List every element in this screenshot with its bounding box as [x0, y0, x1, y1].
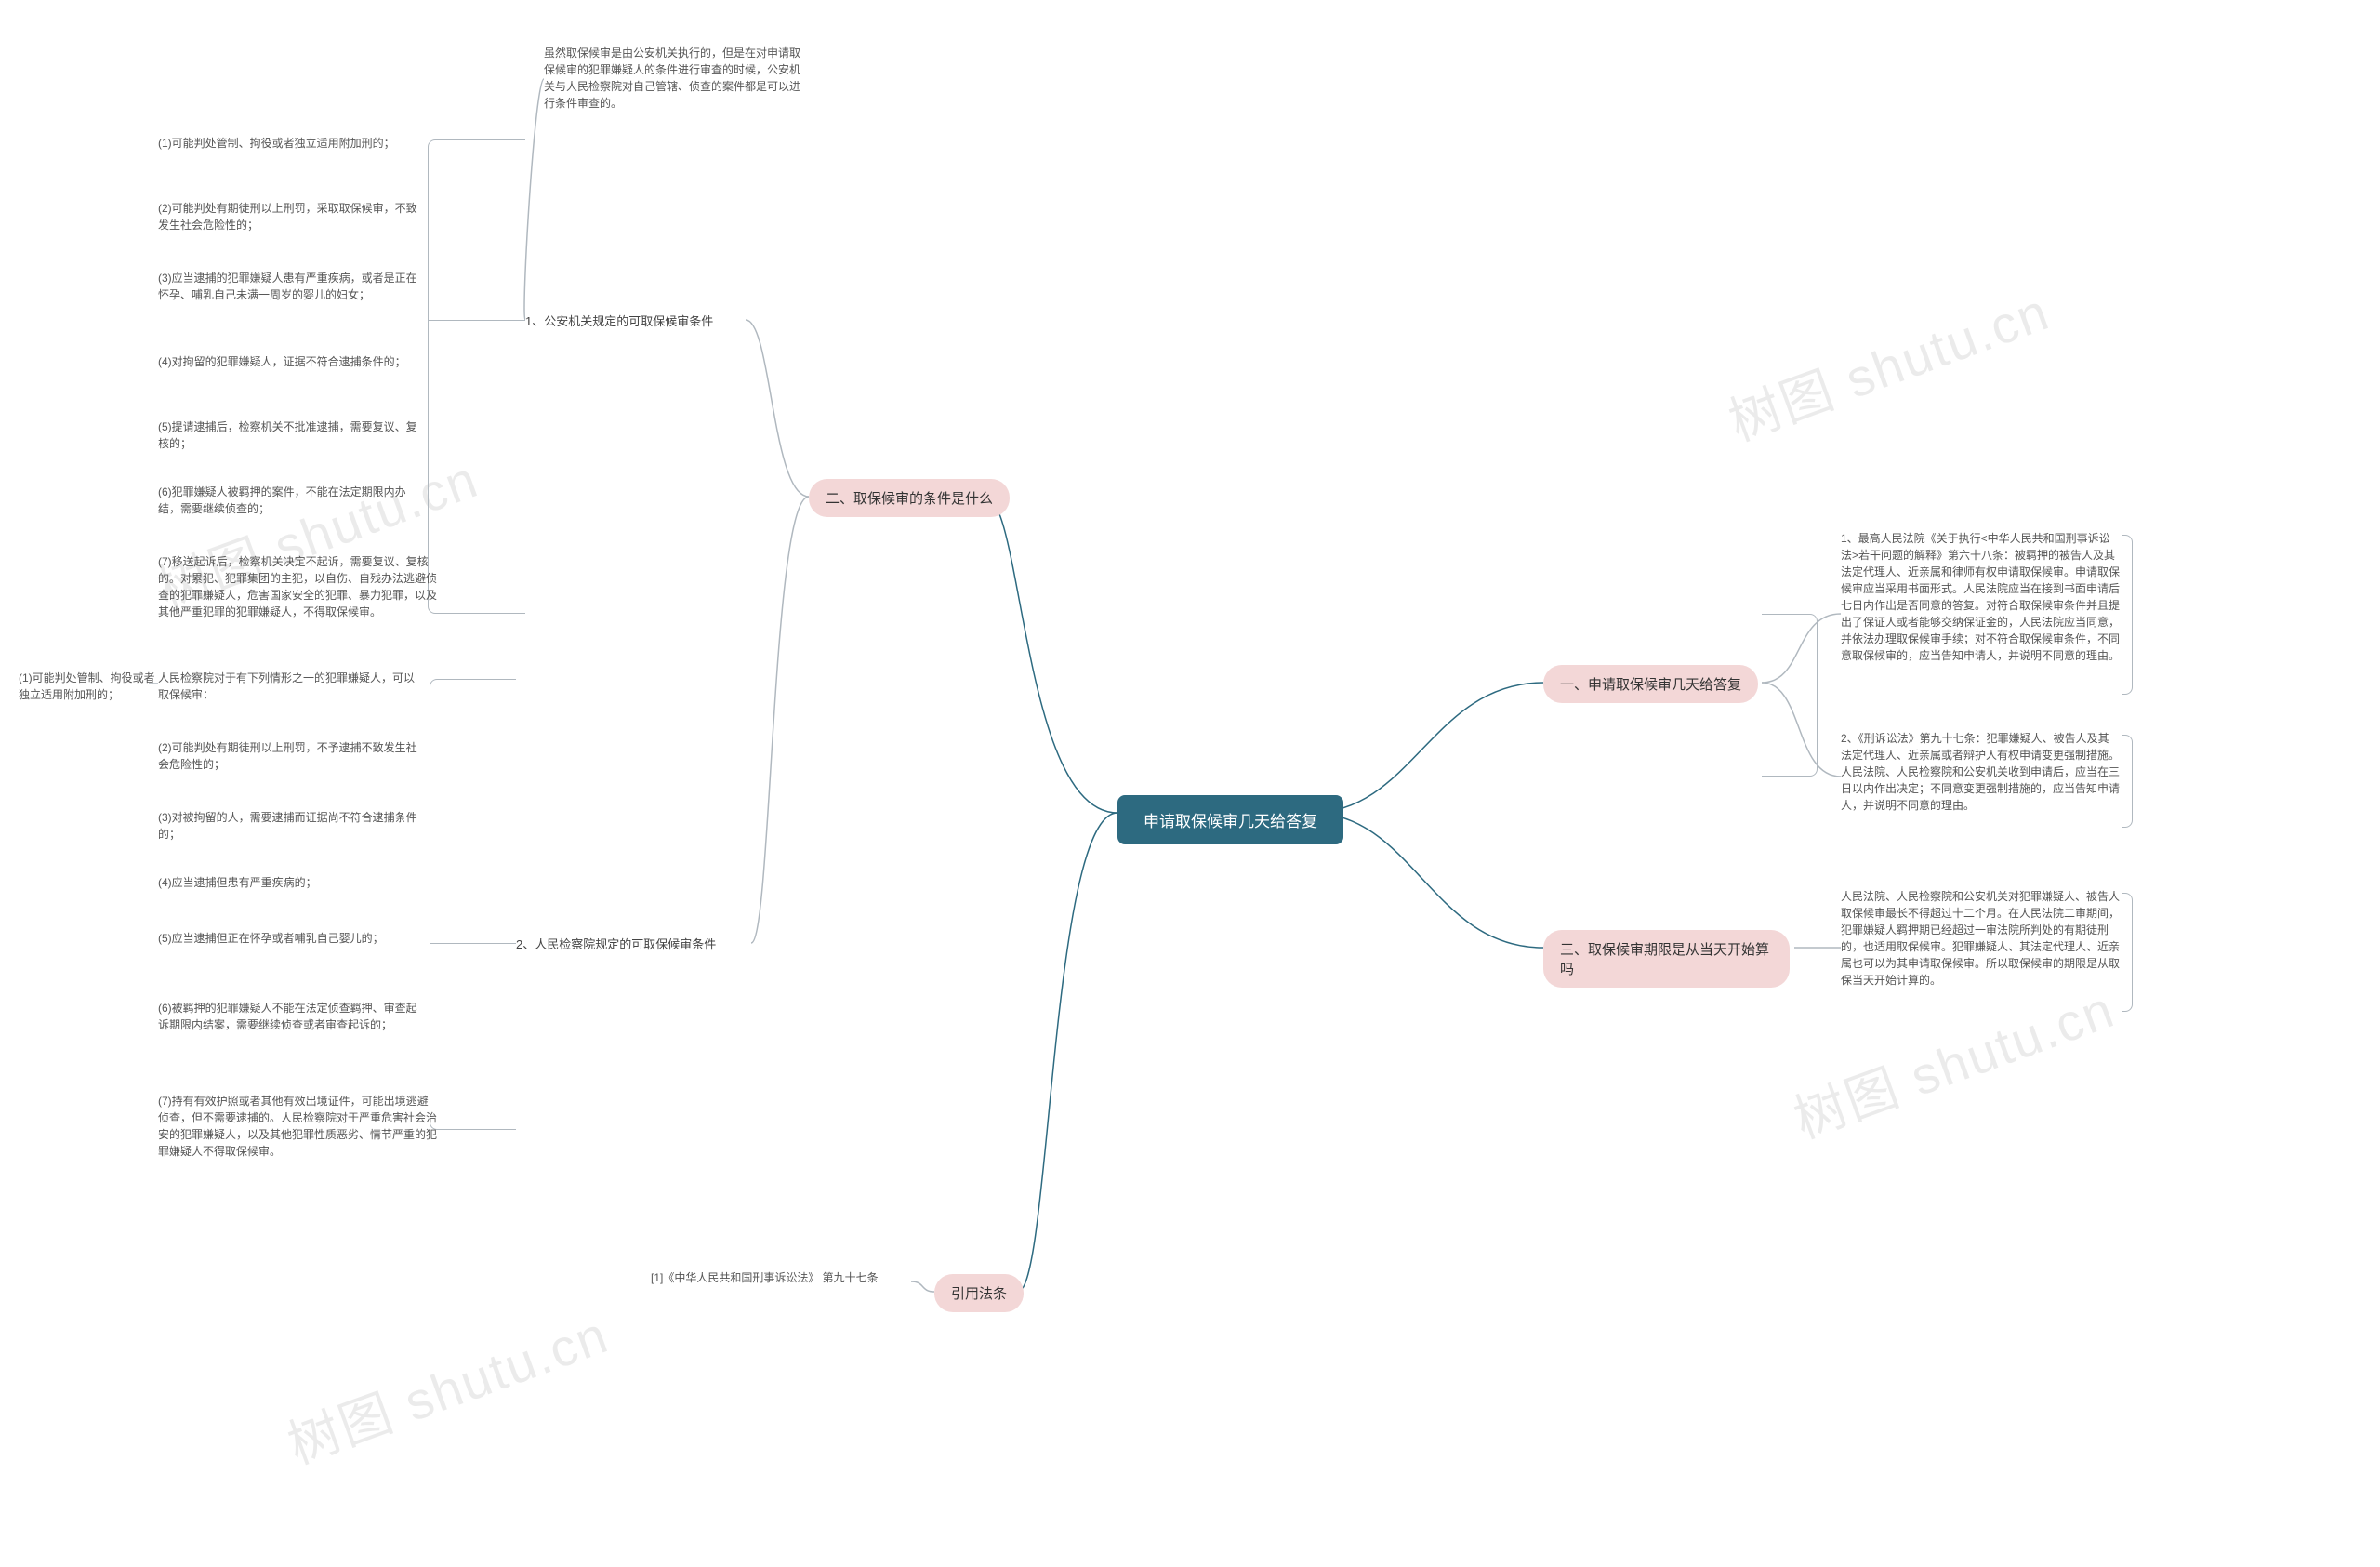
leaf-sub2-intro: 人民检察院对于有下列情形之一的犯罪嫌疑人，可以取保候审：: [158, 670, 418, 703]
bracket-sub1: [428, 139, 525, 614]
bracket-leaf-b3: [2122, 893, 2133, 1012]
watermark: 树图 shutu.cn: [1782, 968, 2123, 1154]
leaf-sub1-6: (6)犯罪嫌疑人被羁押的案件，不能在法定期限内办结，需要继续侦查的；: [158, 484, 418, 517]
branch-4: 引用法条: [934, 1274, 1024, 1312]
leaf-b1-2: 2、《刑诉讼法》第九十七条：犯罪嫌疑人、被告人及其法定代理人、近亲属或者辩护人有…: [1841, 730, 2120, 814]
leaf-sub1-3: (3)应当逮捕的犯罪嫌疑人患有严重疾病，或者是正在怀孕、哺乳自己未满一周岁的婴儿…: [158, 270, 418, 303]
leaf-b4-1: [1]《中华人民共和国刑事诉讼法》 第九十七条: [651, 1269, 920, 1286]
leaf-sub2-4: (4)应当逮捕但患有严重疾病的；: [158, 874, 418, 891]
leaf-b3-1: 人民法院、人民检察院和公安机关对犯罪嫌疑人、被告人取保候审最长不得超过十二个月。…: [1841, 888, 2120, 989]
sub-b2-2: 2、人民检察院规定的可取保候审条件: [516, 935, 716, 952]
bracket-stem: [430, 943, 516, 944]
branch-3: 三、取保候审期限是从当天开始算吗: [1543, 930, 1790, 988]
leaf-sub1-2: (2)可能判处有期徒刑以上刑罚，采取取保候审，不致发生社会危险性的；: [158, 200, 418, 233]
branch-1: 一、申请取保候审几天给答复: [1543, 665, 1758, 703]
leaf-sub2-3: (3)对被拘留的人，需要逮捕而证据尚不符合逮捕条件的；: [158, 809, 418, 843]
leaf-sub1-1: (1)可能判处管制、拘役或者独立适用附加刑的；: [158, 135, 418, 152]
bracket-leaf-b1-1: [2122, 535, 2133, 695]
center-node: 申请取保候审几天给答复: [1117, 795, 1343, 844]
leaf-sub1-7: (7)移送起诉后，检察机关决定不起诉，需要复议、复核的。对累犯、犯罪集团的主犯，…: [158, 553, 437, 620]
leaf-sub2-1: (1)可能判处管制、拘役或者独立适用附加刑的；: [19, 670, 158, 703]
leaf-sub2-7: (7)持有有效护照或者其他有效出境证件，可能出境逃避侦查，但不需要逮捕的。人民检…: [158, 1093, 437, 1160]
sub-b2-1: 1、公安机关规定的可取保候审条件: [525, 312, 713, 329]
bracket-stem: [428, 320, 525, 321]
leaf-sub2-6: (6)被羁押的犯罪嫌疑人不能在法定侦查羁押、审查起诉期限内结案，需要继续侦查或者…: [158, 1000, 418, 1033]
bracket-sub2: [430, 679, 516, 1130]
watermark: 树图 shutu.cn: [276, 1294, 617, 1480]
leaf-sub1-5: (5)提请逮捕后，检察机关不批准逮捕，需要复议、复核的；: [158, 418, 418, 452]
leaf-sub1-4: (4)对拘留的犯罪嫌疑人，证据不符合逮捕条件的；: [158, 353, 418, 370]
bracket-leaf-b1-2: [2122, 735, 2133, 828]
leaf-sub2-5: (5)应当逮捕但正在怀孕或者哺乳自己婴儿的；: [158, 930, 418, 947]
watermark: 树图 shutu.cn: [1717, 271, 2058, 457]
bracket-b1: [1762, 614, 1818, 777]
leaf-sub2-2: (2)可能判处有期徒刑以上刑罚，不予逮捕不致发生社会危险性的；: [158, 739, 418, 773]
branch-2: 二、取保候审的条件是什么: [809, 479, 1010, 517]
branch-3-label: 三、取保候审期限是从当天开始算吗: [1560, 942, 1769, 977]
leaf-b1-1: 1、最高人民法院《关于执行<中华人民共和国刑事诉讼法>若干问题的解释》第六十八条…: [1841, 530, 2120, 664]
leaf-sub1-intro: 虽然取保候审是由公安机关执行的，但是在对申请取保候审的犯罪嫌疑人的条件进行审查的…: [544, 45, 804, 112]
